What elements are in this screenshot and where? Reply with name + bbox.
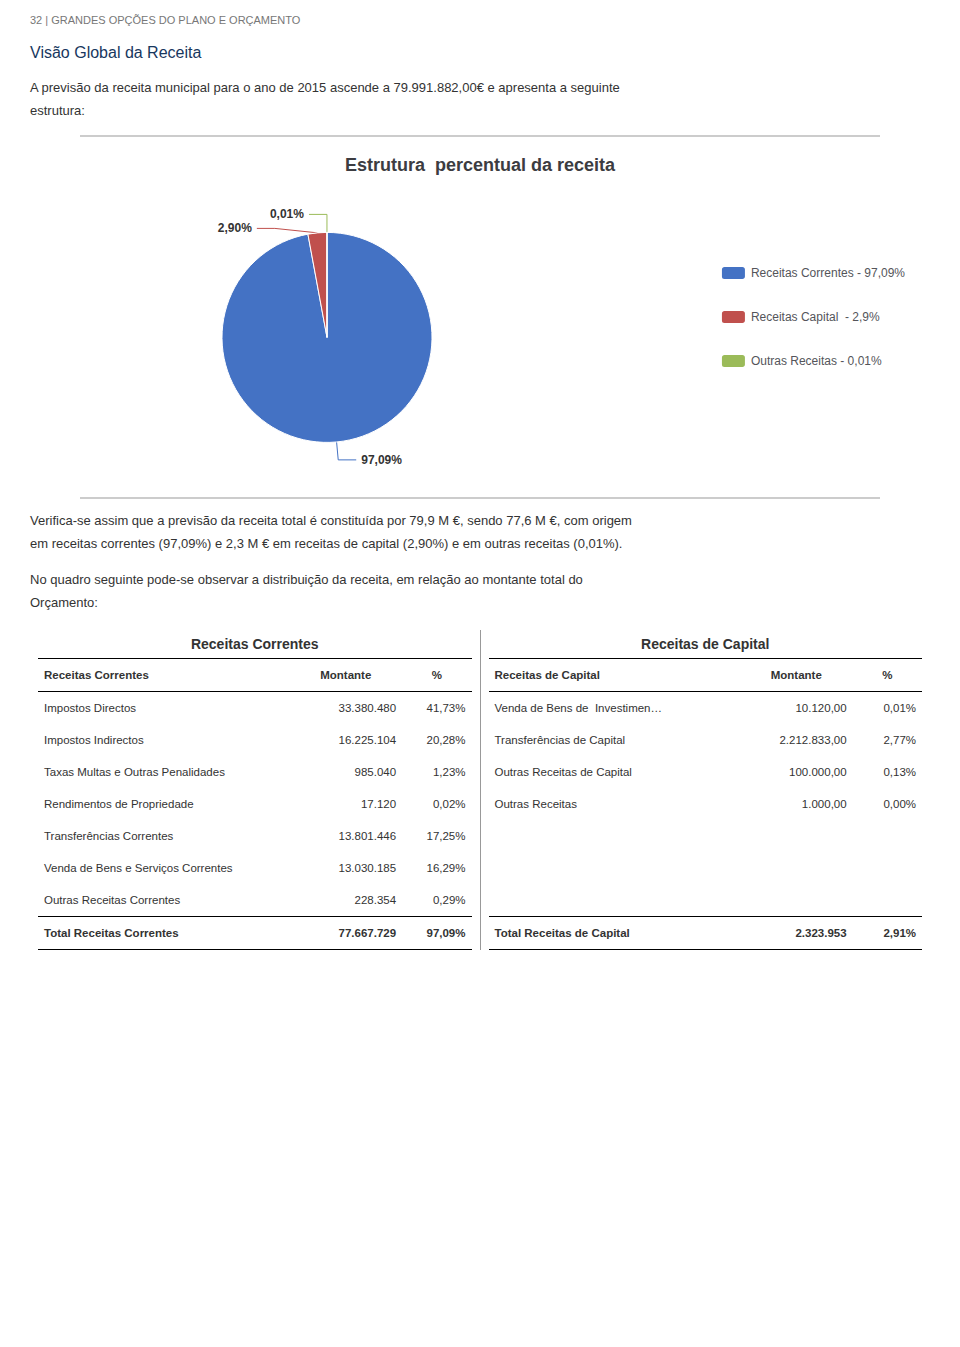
html-text:Rendimentos de Propriedade: Rendimentos de Propriedade bbox=[44, 798, 194, 811]
html-text:Outras Receitas: Outras Receitas bbox=[494, 798, 577, 811]
html-text:Outras Receitas Correntes: Outras Receitas Correntes bbox=[44, 894, 181, 907]
html-text:1,23%: 1,23% bbox=[432, 766, 466, 779]
svg-text:Receitas Correntes - 97,09%: Receitas Correntes - 97,09% bbox=[751, 266, 905, 280]
html-text:97,09%: 97,09% bbox=[426, 927, 466, 940]
html-text:0,13%: 0,13% bbox=[883, 766, 916, 779]
html-text:100.000,00: 100.000,00 bbox=[789, 766, 847, 779]
html-text:0,02%: 0,02% bbox=[432, 798, 466, 811]
html-text:13.030.185: 13.030.185 bbox=[338, 862, 397, 875]
svg-text:Outras Receitas - 0,01%: Outras Receitas - 0,01% bbox=[751, 354, 882, 368]
html-text:Receitas Correntes: Receitas Correntes bbox=[44, 669, 149, 682]
svg-text:Estrutura percentual da recei: Estrutura percentual da receita bbox=[345, 155, 616, 175]
html-text:10.120,00: 10.120,00 bbox=[795, 702, 847, 715]
html-text:41,73%: 41,73% bbox=[426, 702, 466, 715]
html-text:A previsão da receita municipa: A previsão da receita municipal para o a… bbox=[30, 80, 620, 119]
html-text:Transferências Correntes: Transferências Correntes bbox=[44, 830, 174, 843]
html-text:0,29%: 0,29% bbox=[432, 894, 466, 907]
html-text:0,01%: 0,01% bbox=[883, 702, 916, 715]
html-text:Venda de Bens de Investimen…: Venda de Bens de Investimen… bbox=[494, 702, 662, 715]
html-text:Impostos Indirectos: Impostos Indirectos bbox=[44, 734, 144, 747]
html-text:Visão Global da Receita: Visão Global da Receita bbox=[30, 44, 202, 61]
html-text:985.040: 985.040 bbox=[354, 766, 397, 779]
html-text:33.380.480: 33.380.480 bbox=[338, 702, 397, 715]
html-text:2.323.953: 2.323.953 bbox=[795, 927, 847, 940]
html-text:77.667.729: 77.667.729 bbox=[338, 927, 397, 940]
svg-text:0,01%: 0,01% bbox=[270, 207, 304, 221]
html-text:Receitas de Capital: Receitas de Capital bbox=[494, 669, 600, 682]
html-text:Verifica-se assim que a previs: Verifica-se assim que a previsão da rece… bbox=[30, 512, 632, 552]
html-text:No quadro seguinte pode-se obs: No quadro seguinte pode-se observar a di… bbox=[30, 571, 583, 610]
html-text:32 | GRANDES OPÇÕES DO PLANO E: 32 | GRANDES OPÇÕES DO PLANO E ORÇAMENTO bbox=[30, 14, 301, 26]
html-text:Montante: Montante bbox=[770, 669, 822, 682]
html-text:16.225.104: 16.225.104 bbox=[338, 734, 397, 747]
html-text:1.000,00: 1.000,00 bbox=[801, 798, 847, 811]
svg-text:97,09%: 97,09% bbox=[361, 453, 402, 467]
html-text:Montante: Montante bbox=[320, 669, 372, 682]
html-text:0,00%: 0,00% bbox=[883, 798, 916, 811]
html-text:2.212.833,00: 2.212.833,00 bbox=[779, 734, 847, 747]
html-text:20,28%: 20,28% bbox=[426, 734, 466, 747]
html-text:Total Receitas Correntes: Total Receitas Correntes bbox=[44, 927, 179, 940]
html-text:228.354: 228.354 bbox=[354, 894, 397, 907]
html-text:17,25%: 17,25% bbox=[426, 830, 466, 843]
html-text:16,29%: 16,29% bbox=[426, 862, 466, 875]
html-text:Impostos Directos: Impostos Directos bbox=[44, 702, 136, 715]
svg-text:2,90%: 2,90% bbox=[218, 221, 252, 235]
html-text:2,91%: 2,91% bbox=[883, 927, 916, 940]
html-text:Receitas de Capital: Receitas de Capital bbox=[641, 636, 770, 653]
html-text:Outras Receitas de Capital: Outras Receitas de Capital bbox=[494, 766, 632, 779]
html-text:13.801.446: 13.801.446 bbox=[338, 830, 397, 843]
html-text:Receitas Correntes: Receitas Correntes bbox=[190, 636, 319, 653]
html-text:Total Receitas de Capital: Total Receitas de Capital bbox=[494, 927, 630, 940]
html-text:Taxas Multas e Outras Penalida: Taxas Multas e Outras Penalidades bbox=[44, 766, 225, 779]
html-text:Venda de Bens e Serviços Corre: Venda de Bens e Serviços Correntes bbox=[44, 862, 233, 875]
html-text:Transferências de Capital: Transferências de Capital bbox=[494, 734, 626, 747]
html-text:17.120: 17.120 bbox=[360, 798, 397, 811]
svg-text:Receitas Capital - 2,9%: Receitas Capital - 2,9% bbox=[751, 310, 880, 324]
html-text:2,77%: 2,77% bbox=[883, 734, 916, 747]
